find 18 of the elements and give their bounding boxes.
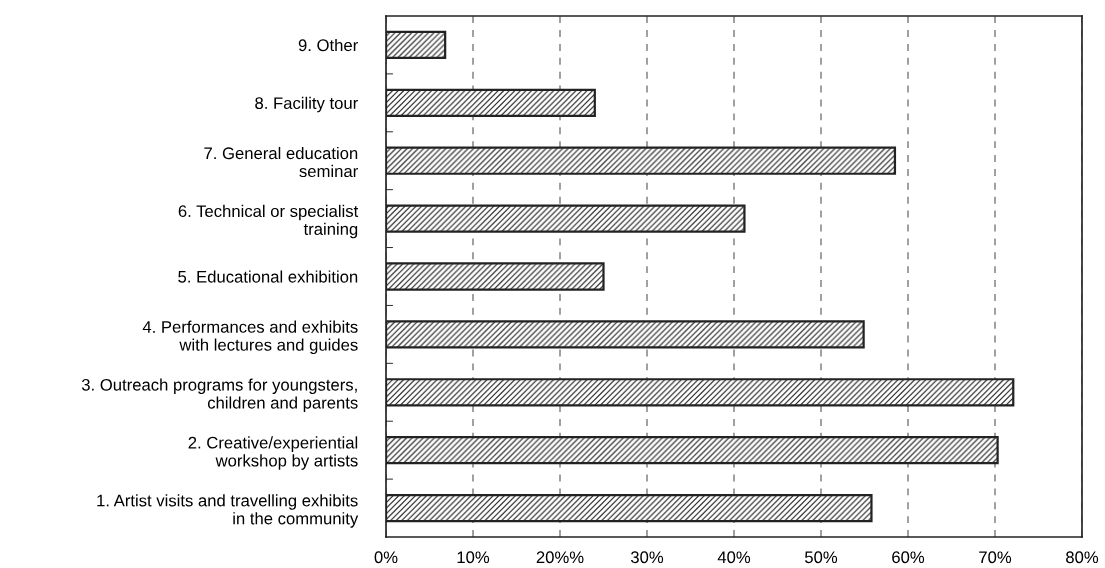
y-tick-label: 9. Other <box>298 38 358 52</box>
x-tick-label: 20%% <box>536 551 584 564</box>
y-tick-label: 8. Facility tour <box>255 96 358 113</box>
y-tick-label: 6. Technical or specialist training <box>178 204 359 239</box>
y-tick-label: 5. Educational exhibition <box>178 270 358 283</box>
x-tick-label: 70% <box>979 551 1012 564</box>
y-tick-label: 2. Creative/experiential workshop by artists <box>188 436 358 470</box>
x-tick-label: 40% <box>717 551 751 564</box>
x-tick-label: 80% <box>1066 551 1099 564</box>
y-tick-label: 4. Performances and exhibits with lectures and guides <box>142 320 358 355</box>
y-tick-label: 3. Outreach programs for youngsters, children and parents <box>81 378 358 412</box>
x-tick-label: 30% <box>630 551 664 564</box>
y-tick-label: 7. General education seminar <box>204 146 358 178</box>
x-tick-label: 0% <box>374 551 398 564</box>
y-tick-label: 1. Artist visits and travelling exhibits in the community <box>97 494 359 528</box>
x-tick-label: 60% <box>892 551 925 564</box>
x-tick-label: 50% <box>804 551 838 564</box>
x-tick-label: 10% <box>457 551 490 564</box>
